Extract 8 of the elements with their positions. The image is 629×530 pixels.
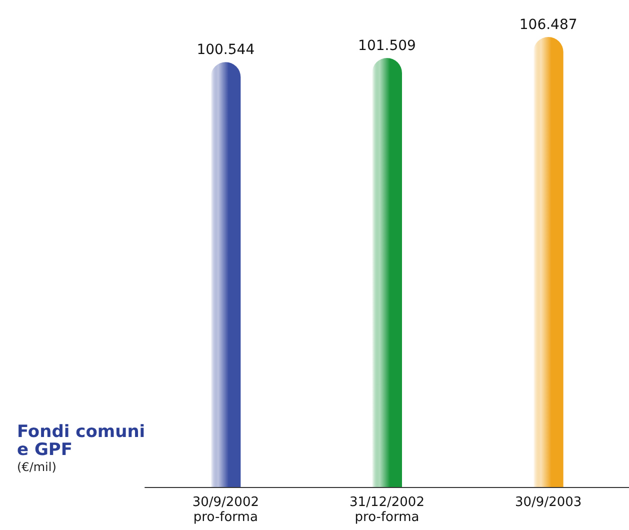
data-label: 101.509 (358, 38, 416, 54)
text: Fondi comuni e GPF (17, 422, 146, 460)
x-tick-label: 30/9/2002 pro-forma (192, 495, 260, 525)
data-label: 106.487 (519, 17, 578, 33)
text: (€/mil) (17, 460, 56, 474)
data-label: 100.544 (196, 42, 255, 58)
x-tick-label: 31/12/2002 pro-forma (350, 495, 424, 525)
x-tick-label: 30/9/2003 (514, 495, 582, 510)
